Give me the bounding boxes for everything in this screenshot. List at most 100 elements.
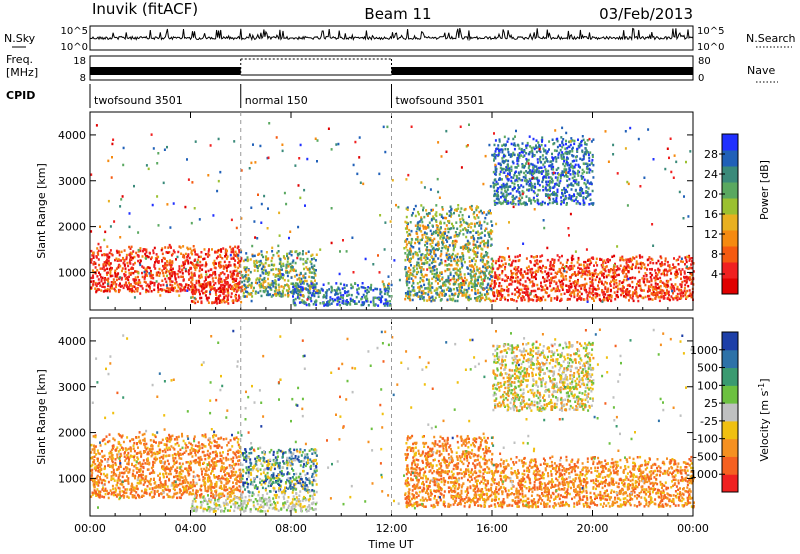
- scatter-cell: [428, 249, 430, 252]
- scatter-cell: [179, 246, 182, 249]
- scatter-cell: [112, 138, 115, 141]
- scatter-cell: [455, 208, 458, 211]
- scatter-cell: [222, 290, 225, 294]
- scatter-cell: [580, 267, 582, 271]
- scatter-cell: [583, 265, 586, 268]
- scatter-cell: [564, 151, 567, 155]
- scatter-cell: [488, 272, 491, 275]
- nsearch-label: N.Search: [746, 32, 796, 45]
- scatter-cell: [377, 304, 380, 307]
- scatter-cell: [666, 297, 669, 300]
- scatter-cell: [456, 299, 459, 303]
- scatter-cell: [213, 301, 216, 304]
- scatter-cell: [426, 226, 429, 229]
- scatter-cell: [430, 250, 433, 254]
- scatter-cell: [492, 299, 495, 303]
- scatter-cell: [589, 260, 592, 263]
- scatter-cell: [494, 173, 497, 176]
- scatter-cell: [149, 271, 152, 275]
- scatter-cell: [543, 288, 546, 291]
- scatter-cell: [336, 296, 339, 300]
- scatter-cell: [563, 186, 566, 190]
- scatter-cell: [547, 172, 550, 176]
- scatter-cell: [198, 274, 201, 278]
- scatter-cell: [445, 288, 448, 291]
- scatter-cell: [507, 289, 510, 292]
- scatter-cell: [466, 222, 469, 225]
- scatter-cell: [493, 291, 496, 294]
- scatter-cell: [550, 272, 553, 275]
- scatter-cell: [561, 157, 564, 160]
- scatter-cell: [449, 289, 452, 293]
- scatter-cell: [516, 176, 519, 179]
- scatter-cell: [485, 251, 487, 254]
- scatter-cell: [382, 302, 385, 306]
- scatter-cell: [555, 168, 558, 171]
- scatter-cell: [479, 222, 481, 225]
- scatter-cell: [357, 292, 360, 296]
- scatter-cell: [278, 271, 281, 275]
- scatter-cell: [260, 285, 263, 289]
- scatter-cell: [648, 280, 651, 283]
- scatter-cell: [602, 290, 605, 294]
- scatter-cell: [520, 298, 523, 302]
- scatter-cell: [171, 260, 174, 263]
- scatter-cell: [161, 259, 163, 262]
- scatter-cell: [510, 278, 513, 282]
- scatter-cell: [410, 257, 412, 260]
- scatter-cell: [556, 179, 559, 182]
- scatter-cell: [98, 281, 101, 285]
- scatter-cell: [556, 285, 559, 288]
- scatter-cell: [622, 286, 625, 289]
- scatter-cell: [324, 295, 327, 298]
- scatter-cell: [565, 261, 568, 264]
- scatter-cell: [552, 168, 555, 171]
- scatter-cell: [478, 210, 481, 214]
- scatter-cell: [520, 184, 523, 187]
- scatter-cell: [376, 296, 379, 300]
- scatter-cell: [548, 196, 551, 200]
- scatter-cell: [548, 279, 551, 282]
- scatter-cell: [579, 157, 582, 161]
- scatter-cell: [537, 189, 540, 192]
- scatter-cell: [533, 275, 536, 279]
- scatter-cell: [207, 296, 210, 300]
- scatter-cell: [566, 298, 569, 301]
- scatter-cell: [512, 176, 515, 179]
- scatter-cell: [511, 195, 514, 199]
- scatter-cell: [541, 180, 544, 184]
- scatter-cell: [383, 292, 386, 296]
- scatter-cell: [491, 270, 493, 274]
- scatter-cell: [155, 280, 158, 283]
- scatter-cell: [567, 266, 570, 269]
- scatter-cell: [147, 290, 150, 293]
- scatter-cell: [509, 278, 512, 281]
- scatter-cell: [349, 299, 352, 303]
- scatter-cell: [431, 232, 434, 236]
- scatter-cell: [580, 189, 583, 193]
- scatter-cell: [588, 258, 591, 261]
- scatter-cell: [472, 285, 475, 289]
- scatter-cell: [493, 285, 496, 288]
- scatter-cell: [441, 208, 444, 211]
- scatter-cell: [263, 265, 266, 269]
- scatter-cell: [577, 144, 580, 148]
- scatter-cell: [120, 259, 123, 262]
- scatter-cell: [493, 194, 496, 198]
- scatter-cell: [542, 188, 545, 192]
- scatter-cell: [107, 277, 110, 280]
- scatter-cell: [680, 285, 683, 289]
- scatter-cell: [615, 279, 618, 282]
- scatter-cell: [157, 271, 160, 274]
- scatter-cell: [169, 283, 172, 287]
- scatter-cell: [525, 157, 528, 161]
- scatter-cell: [512, 276, 514, 279]
- scatter-cell: [454, 254, 457, 258]
- station-title: Inuvik (fitACF): [92, 0, 198, 18]
- scatter-cell: [225, 257, 228, 260]
- scatter-cell: [164, 277, 167, 281]
- scatter-cell: [260, 221, 263, 224]
- scatter-cell: [554, 193, 557, 197]
- freq-tick-bottom: 8: [80, 73, 86, 84]
- scatter-cell: [552, 193, 555, 196]
